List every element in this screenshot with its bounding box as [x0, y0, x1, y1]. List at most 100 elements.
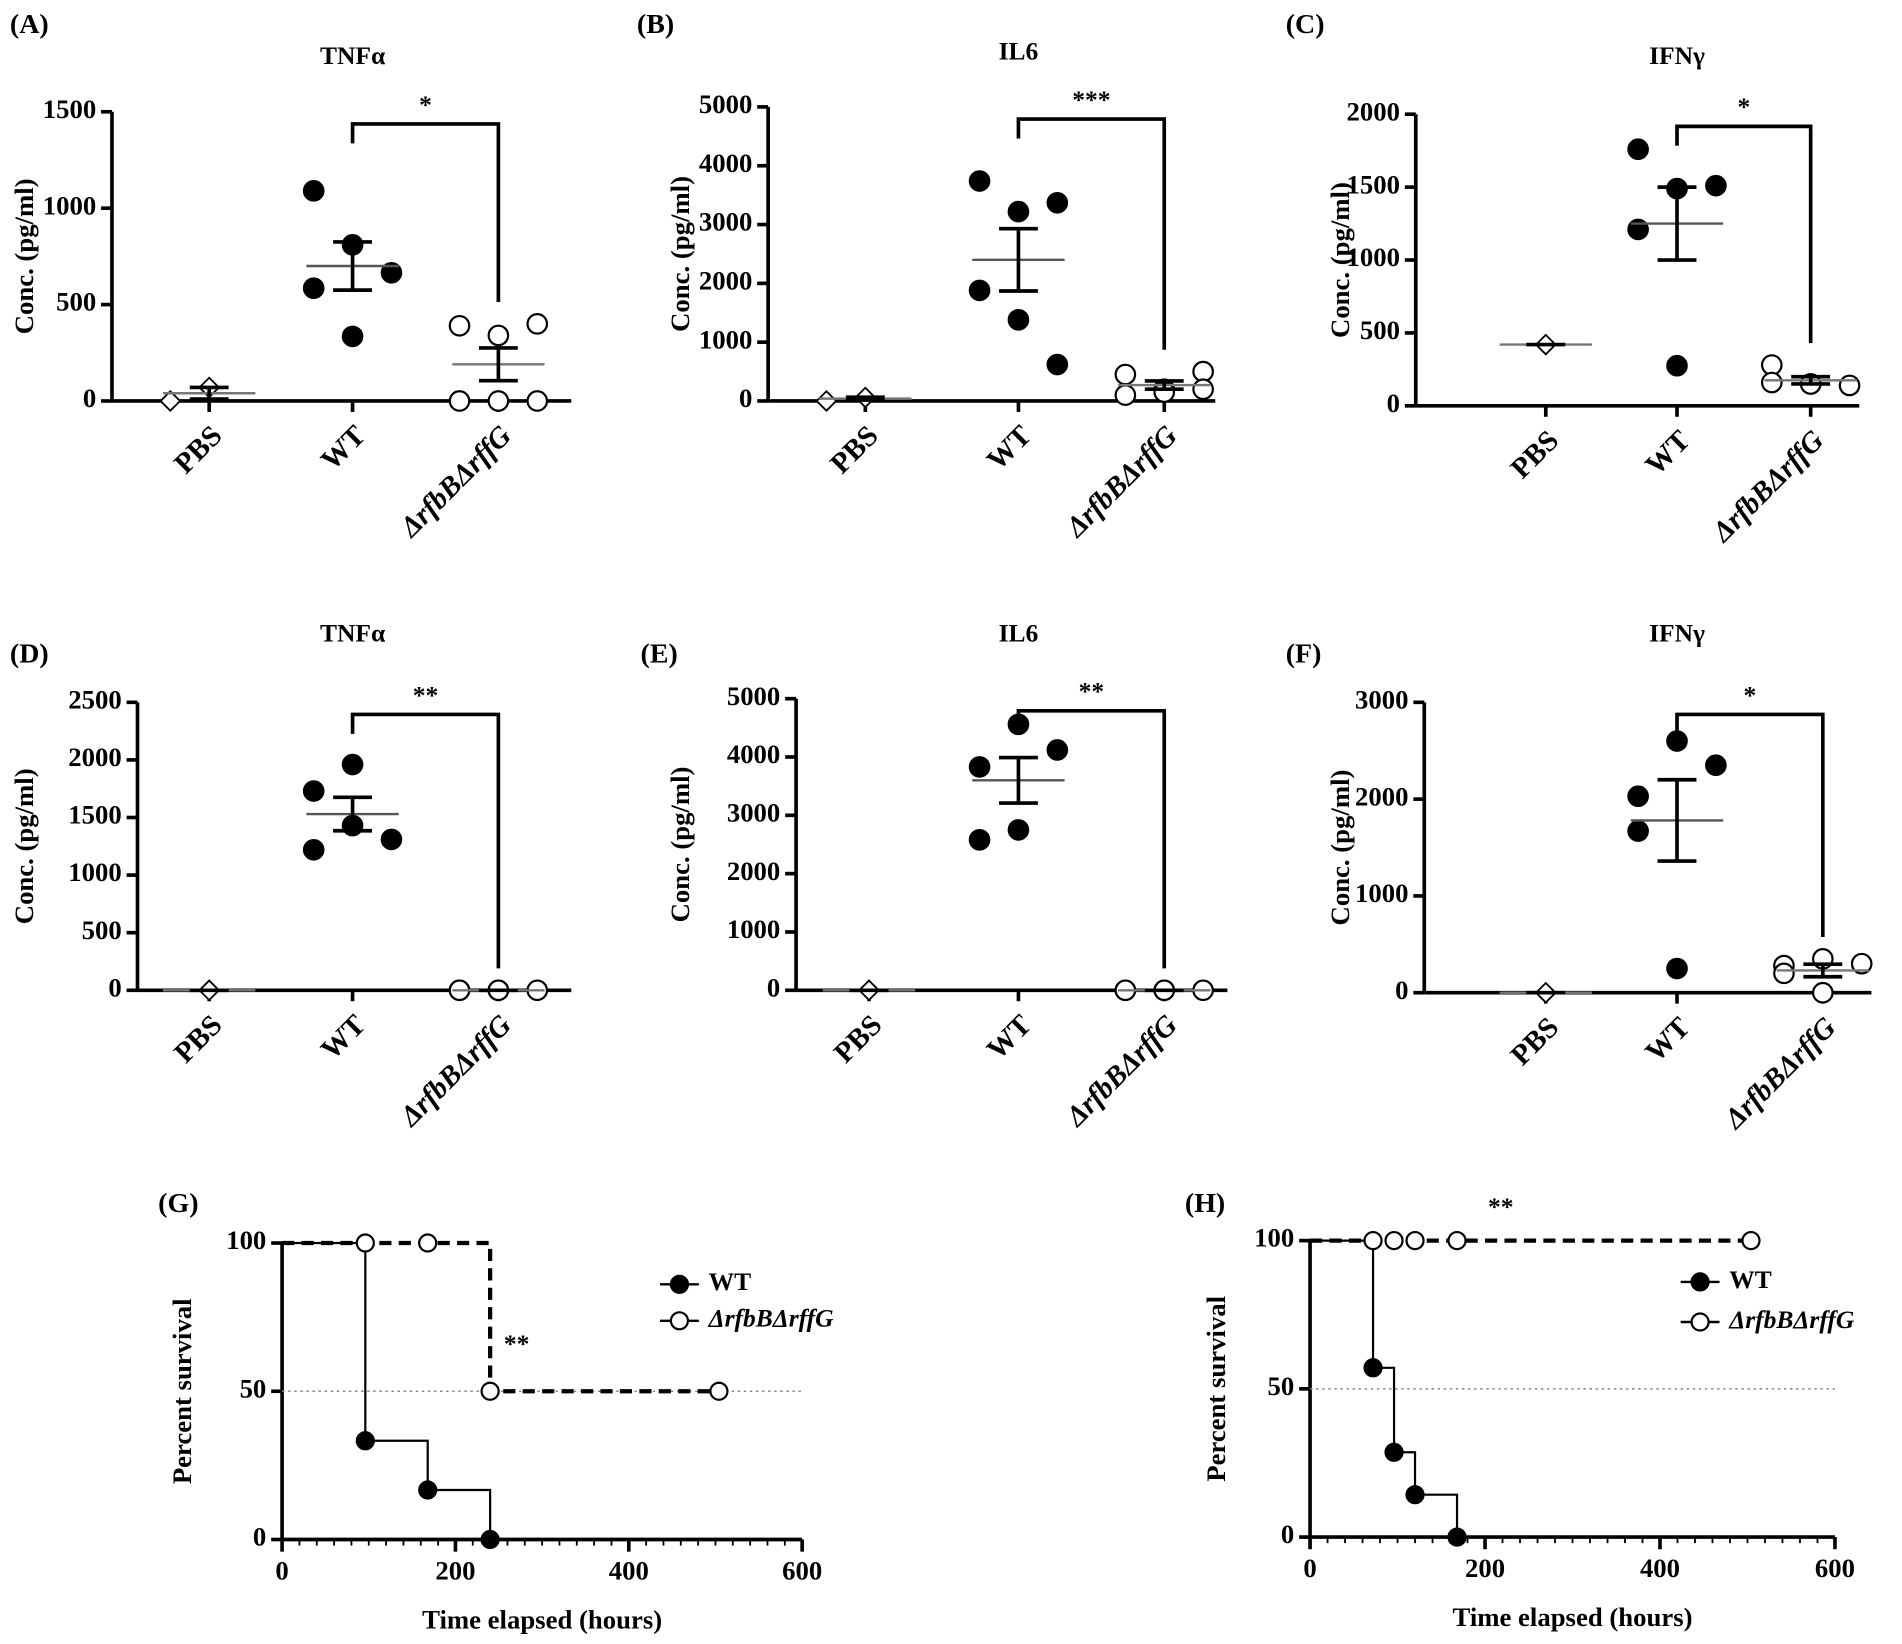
data-point — [1046, 191, 1069, 214]
x-tick-label: PBS — [1505, 1011, 1565, 1071]
chart-title: IFNγ — [1649, 618, 1705, 647]
data-point — [380, 261, 403, 284]
y-tick-label: 0 — [739, 383, 752, 413]
panel-label: (F) — [1286, 639, 1322, 670]
x-tick-label: PBS — [1505, 424, 1565, 484]
x-tick-label: 200 — [1465, 1553, 1505, 1583]
chart-title: IL6 — [999, 618, 1039, 647]
data-point — [1741, 1230, 1761, 1251]
data-point — [341, 325, 364, 348]
y-tick-label: 2000 — [1347, 96, 1400, 126]
data-point — [1447, 1527, 1467, 1547]
x-tick-label: WT — [315, 1009, 372, 1066]
significance-bracket — [1675, 712, 1825, 937]
data-point — [1666, 354, 1688, 377]
significance-label: ** — [413, 680, 439, 709]
x-tick-label: PBS — [824, 420, 884, 480]
data-point — [418, 1233, 438, 1253]
significance-label: *** — [1072, 85, 1110, 114]
legend-label: WT — [709, 1267, 752, 1296]
x-tick-label: ΔrfbBΔrffG — [1059, 1009, 1183, 1133]
data-point — [302, 180, 325, 202]
significance-label: * — [1737, 92, 1750, 121]
panel-label: (B) — [637, 9, 674, 40]
significance-bracket — [1016, 708, 1167, 969]
data-point — [1192, 360, 1214, 383]
x-tick-label: PBS — [168, 420, 228, 480]
y-tick-label: 1500 — [68, 800, 121, 830]
panel-label: (D) — [10, 639, 49, 670]
data-point — [302, 838, 325, 861]
data-point — [1007, 200, 1030, 223]
x-tick-label: ΔrfbBΔrffG — [1059, 420, 1183, 544]
data-point — [1046, 353, 1069, 376]
panel-label: (E) — [641, 639, 678, 670]
data-point — [1627, 820, 1649, 842]
x-tick-label: WT — [981, 1009, 1038, 1066]
data-point — [709, 1381, 729, 1401]
chart-title: TNFα — [320, 41, 385, 70]
panel-label: (H) — [1185, 1188, 1225, 1219]
y-tick-label: 0 — [767, 972, 780, 1002]
x-tick-label: ΔrfbBΔrffG — [1706, 424, 1830, 548]
x-tick-label: WT — [981, 420, 1038, 477]
legend-label: ΔrfbBΔrffG — [1728, 1305, 1855, 1334]
significance-bracket — [350, 712, 501, 969]
x-tick-label: WT — [1639, 1011, 1696, 1068]
chart-title: IL6 — [999, 36, 1039, 65]
data-point — [1046, 739, 1069, 761]
y-tick-label: 4000 — [727, 739, 780, 769]
data-point — [1114, 363, 1137, 386]
data-point — [302, 277, 325, 300]
y-tick-label: 5000 — [699, 89, 752, 119]
sem-bar — [333, 240, 373, 292]
legend-label: WT — [1729, 1265, 1772, 1294]
data-point — [355, 1431, 375, 1451]
y-tick-label: 1500 — [1347, 169, 1400, 199]
data-point — [159, 389, 182, 412]
data-point — [1384, 1442, 1404, 1462]
sem-bar — [1791, 374, 1831, 386]
significance-bracket — [1016, 117, 1167, 350]
y-tick-label: 50 — [1268, 1371, 1295, 1401]
significance-label: ** — [504, 1329, 529, 1358]
sem-bar — [998, 755, 1038, 805]
x-tick-label: 600 — [1815, 1553, 1855, 1583]
significance-label: * — [1744, 680, 1757, 709]
y-tick-label: 3000 — [699, 207, 752, 237]
data-point — [1666, 730, 1688, 752]
x-tick-label: 0 — [1303, 1553, 1316, 1583]
data-point — [1627, 138, 1649, 161]
y-tick-label: 100 — [1254, 1223, 1294, 1253]
y-tick-label: 2000 — [699, 265, 752, 295]
y-axis-title: Percent survival — [167, 1298, 197, 1484]
data-point — [1405, 1485, 1425, 1505]
data-point — [1363, 1358, 1383, 1378]
x-tick-label: 400 — [609, 1556, 649, 1586]
data-point — [480, 1529, 500, 1550]
x-tick-label: ΔrfbBΔrffG — [1718, 1011, 1842, 1135]
y-tick-label: 100 — [226, 1225, 266, 1255]
sem-bar — [478, 346, 518, 383]
data-point — [487, 324, 510, 347]
panel-label: (A) — [10, 9, 49, 40]
data-point — [526, 390, 549, 412]
data-point — [418, 1480, 438, 1500]
x-tick-label: 400 — [1640, 1553, 1680, 1583]
y-tick-label: 50 — [240, 1373, 267, 1403]
y-axis-title: Conc. (pg/ml) — [1325, 182, 1355, 338]
data-point — [1114, 384, 1137, 406]
y-tick-label: 0 — [1281, 1519, 1294, 1549]
y-tick-label: 0 — [253, 1522, 266, 1552]
significance-bracket — [1675, 124, 1813, 344]
legend-marker — [669, 1274, 690, 1294]
data-point — [448, 390, 471, 412]
y-axis-title: Conc. (pg/ml) — [1325, 770, 1355, 926]
data-point — [1405, 1230, 1425, 1251]
y-tick-label: 0 — [108, 972, 121, 1002]
x-tick-label: WT — [315, 420, 372, 477]
data-point — [1812, 981, 1834, 1004]
sem-bar — [998, 226, 1038, 293]
data-point — [1384, 1230, 1404, 1251]
y-axis-title: Conc. (pg/ml) — [9, 768, 39, 924]
